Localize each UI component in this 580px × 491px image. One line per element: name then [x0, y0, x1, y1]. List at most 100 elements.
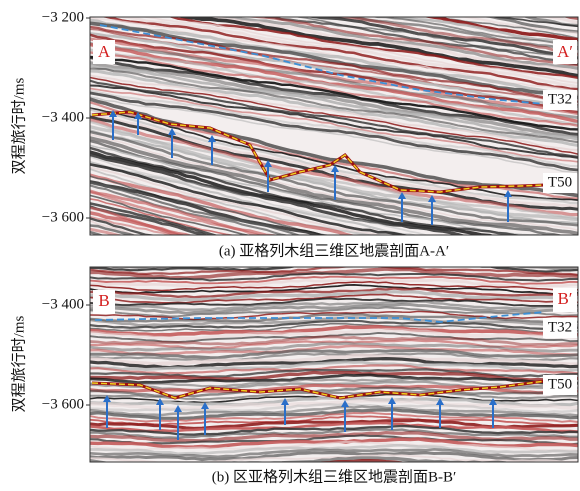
- reflector: [90, 297, 578, 308]
- reflector: [90, 150, 495, 235]
- arrow-head: [388, 397, 396, 404]
- reflector: [90, 322, 578, 334]
- tick-label: −3 600: [42, 396, 84, 412]
- reflector: [90, 0, 578, 12]
- reflector: [90, 434, 578, 446]
- reflector: [90, 173, 356, 235]
- horizon-t32: [99, 24, 546, 105]
- reflector: [90, 302, 578, 315]
- reflector: [90, 153, 466, 235]
- label-bg: [543, 173, 577, 193]
- reflector: [90, 353, 578, 367]
- reflector: [90, 360, 578, 373]
- reflector: [90, 453, 578, 462]
- reflector: [90, 280, 578, 292]
- section-b: [90, 267, 578, 462]
- horizon-t50: [91, 380, 546, 399]
- label-bg: [543, 375, 577, 395]
- horizon-t50: [91, 111, 546, 193]
- reflector: [431, 17, 578, 40]
- reflector: [246, 17, 578, 67]
- reflector: [461, 17, 578, 34]
- reflector: [90, 79, 578, 158]
- reflector: [90, 310, 578, 321]
- reflector: [100, 17, 578, 91]
- arrow-head: [341, 400, 349, 407]
- reflector: [90, 84, 578, 159]
- marker-bg: [553, 40, 577, 64]
- tick-label: −3 600: [42, 209, 84, 225]
- horizon-t32: [94, 311, 546, 323]
- arrow-head: [168, 128, 176, 135]
- caption: (b) 区亚格列木组三维区地震剖面B-B′: [212, 468, 457, 485]
- label-bg: [543, 318, 577, 338]
- reflector: [90, 18, 578, 98]
- reflector: [90, 287, 578, 299]
- reflector: [90, 202, 219, 235]
- reflector: [305, 17, 578, 60]
- arrow-head: [156, 398, 164, 405]
- reflector: [90, 64, 578, 141]
- marker: B′: [557, 289, 572, 308]
- marker-bg: [93, 290, 115, 314]
- tick-label: −3 400: [42, 109, 84, 125]
- reflector: [481, 17, 578, 34]
- reflector: [90, 275, 578, 285]
- reflector: [90, 69, 578, 147]
- arrow-head: [174, 405, 182, 412]
- reflector: [90, 437, 578, 449]
- reflector: [90, 398, 578, 411]
- reflector: [90, 424, 578, 436]
- reflector: [90, 405, 578, 417]
- reflector: [90, 163, 410, 235]
- frame-b: [89, 266, 579, 463]
- reflector: [90, 368, 578, 379]
- reflector: [90, 205, 209, 235]
- marker-bg: [553, 288, 577, 312]
- reflector: [90, 415, 578, 427]
- reflector: [90, 267, 578, 273]
- reflector: [90, 290, 578, 302]
- reflector: [563, 17, 578, 20]
- axis-label: 双程旅行时/ms: [10, 316, 27, 413]
- reflector: [90, 370, 578, 382]
- reflector: [90, 306, 578, 318]
- arrow-head: [103, 395, 111, 402]
- reflector: [321, 17, 578, 56]
- reflector: [90, 61, 578, 139]
- arrow-head: [436, 398, 444, 405]
- reflector: [90, 194, 251, 235]
- tick-label: −3 400: [42, 296, 84, 312]
- reflector: [90, 190, 263, 235]
- reflector: [90, 284, 578, 295]
- reflector: [90, 161, 419, 235]
- marker: A′: [557, 42, 573, 61]
- reflector: [90, 428, 578, 440]
- reflector: [90, 189, 278, 235]
- reflector: [90, 48, 578, 126]
- reflector: [141, 17, 578, 84]
- arrow-head: [264, 160, 272, 167]
- reflector: [90, 139, 569, 235]
- tick-label: −3 200: [42, 9, 84, 25]
- frame-a: [89, 16, 579, 236]
- reflector: [90, 67, 578, 144]
- arrow-head: [398, 192, 406, 199]
- reflector: [90, 42, 578, 119]
- arrow-head: [134, 112, 142, 119]
- reflector: [90, 278, 578, 289]
- arrow-head: [489, 398, 497, 405]
- horizon-label: T50: [548, 376, 572, 392]
- caption: (a) 亚格列木组三维区地震剖面A-A′: [219, 242, 449, 259]
- reflector: [90, 56, 578, 136]
- reflector: [197, 17, 578, 74]
- reflector: [90, 315, 578, 327]
- marker: A: [98, 42, 111, 61]
- reflector: [90, 402, 578, 414]
- reflector: [90, 319, 578, 331]
- reflector: [413, 17, 578, 42]
- reflector: [90, 421, 578, 433]
- reflector: [90, 377, 578, 388]
- reflector: [90, 146, 523, 235]
